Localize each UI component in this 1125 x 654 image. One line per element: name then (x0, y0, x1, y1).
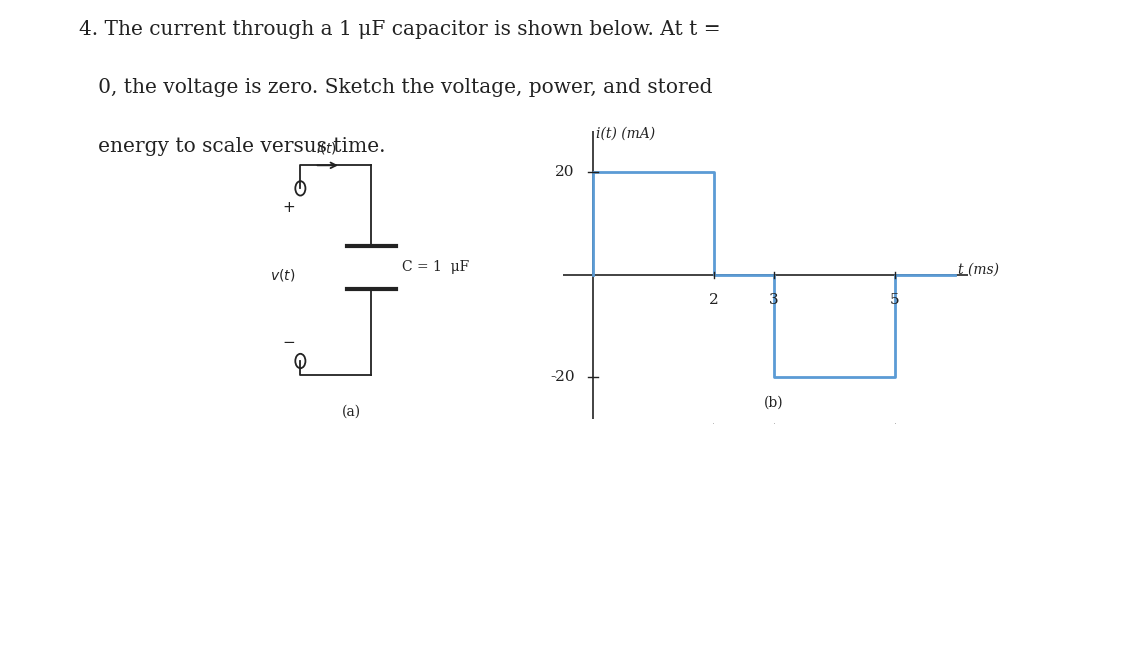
Text: -20: -20 (550, 370, 575, 385)
Text: 20: 20 (555, 165, 575, 179)
Text: 0, the voltage is zero. Sketch the voltage, power, and stored: 0, the voltage is zero. Sketch the volta… (79, 78, 712, 97)
Text: $v(t)$: $v(t)$ (270, 267, 295, 283)
Text: 2: 2 (709, 292, 719, 307)
Text: −: − (282, 335, 296, 350)
Text: (a): (a) (342, 405, 360, 419)
Text: $i(t)$: $i(t)$ (316, 140, 338, 156)
Text: 3: 3 (770, 292, 778, 307)
Text: i(t) (mA): i(t) (mA) (596, 127, 655, 141)
Text: 4. The current through a 1 μF capacitor is shown below. At t =: 4. The current through a 1 μF capacitor … (79, 20, 720, 39)
Text: t (ms): t (ms) (958, 262, 999, 277)
Text: +: + (282, 199, 296, 215)
Text: 5: 5 (890, 292, 900, 307)
Text: energy to scale versus time.: energy to scale versus time. (79, 137, 385, 156)
Text: (b): (b) (764, 396, 784, 410)
Text: C = 1  μF: C = 1 μF (402, 260, 469, 275)
